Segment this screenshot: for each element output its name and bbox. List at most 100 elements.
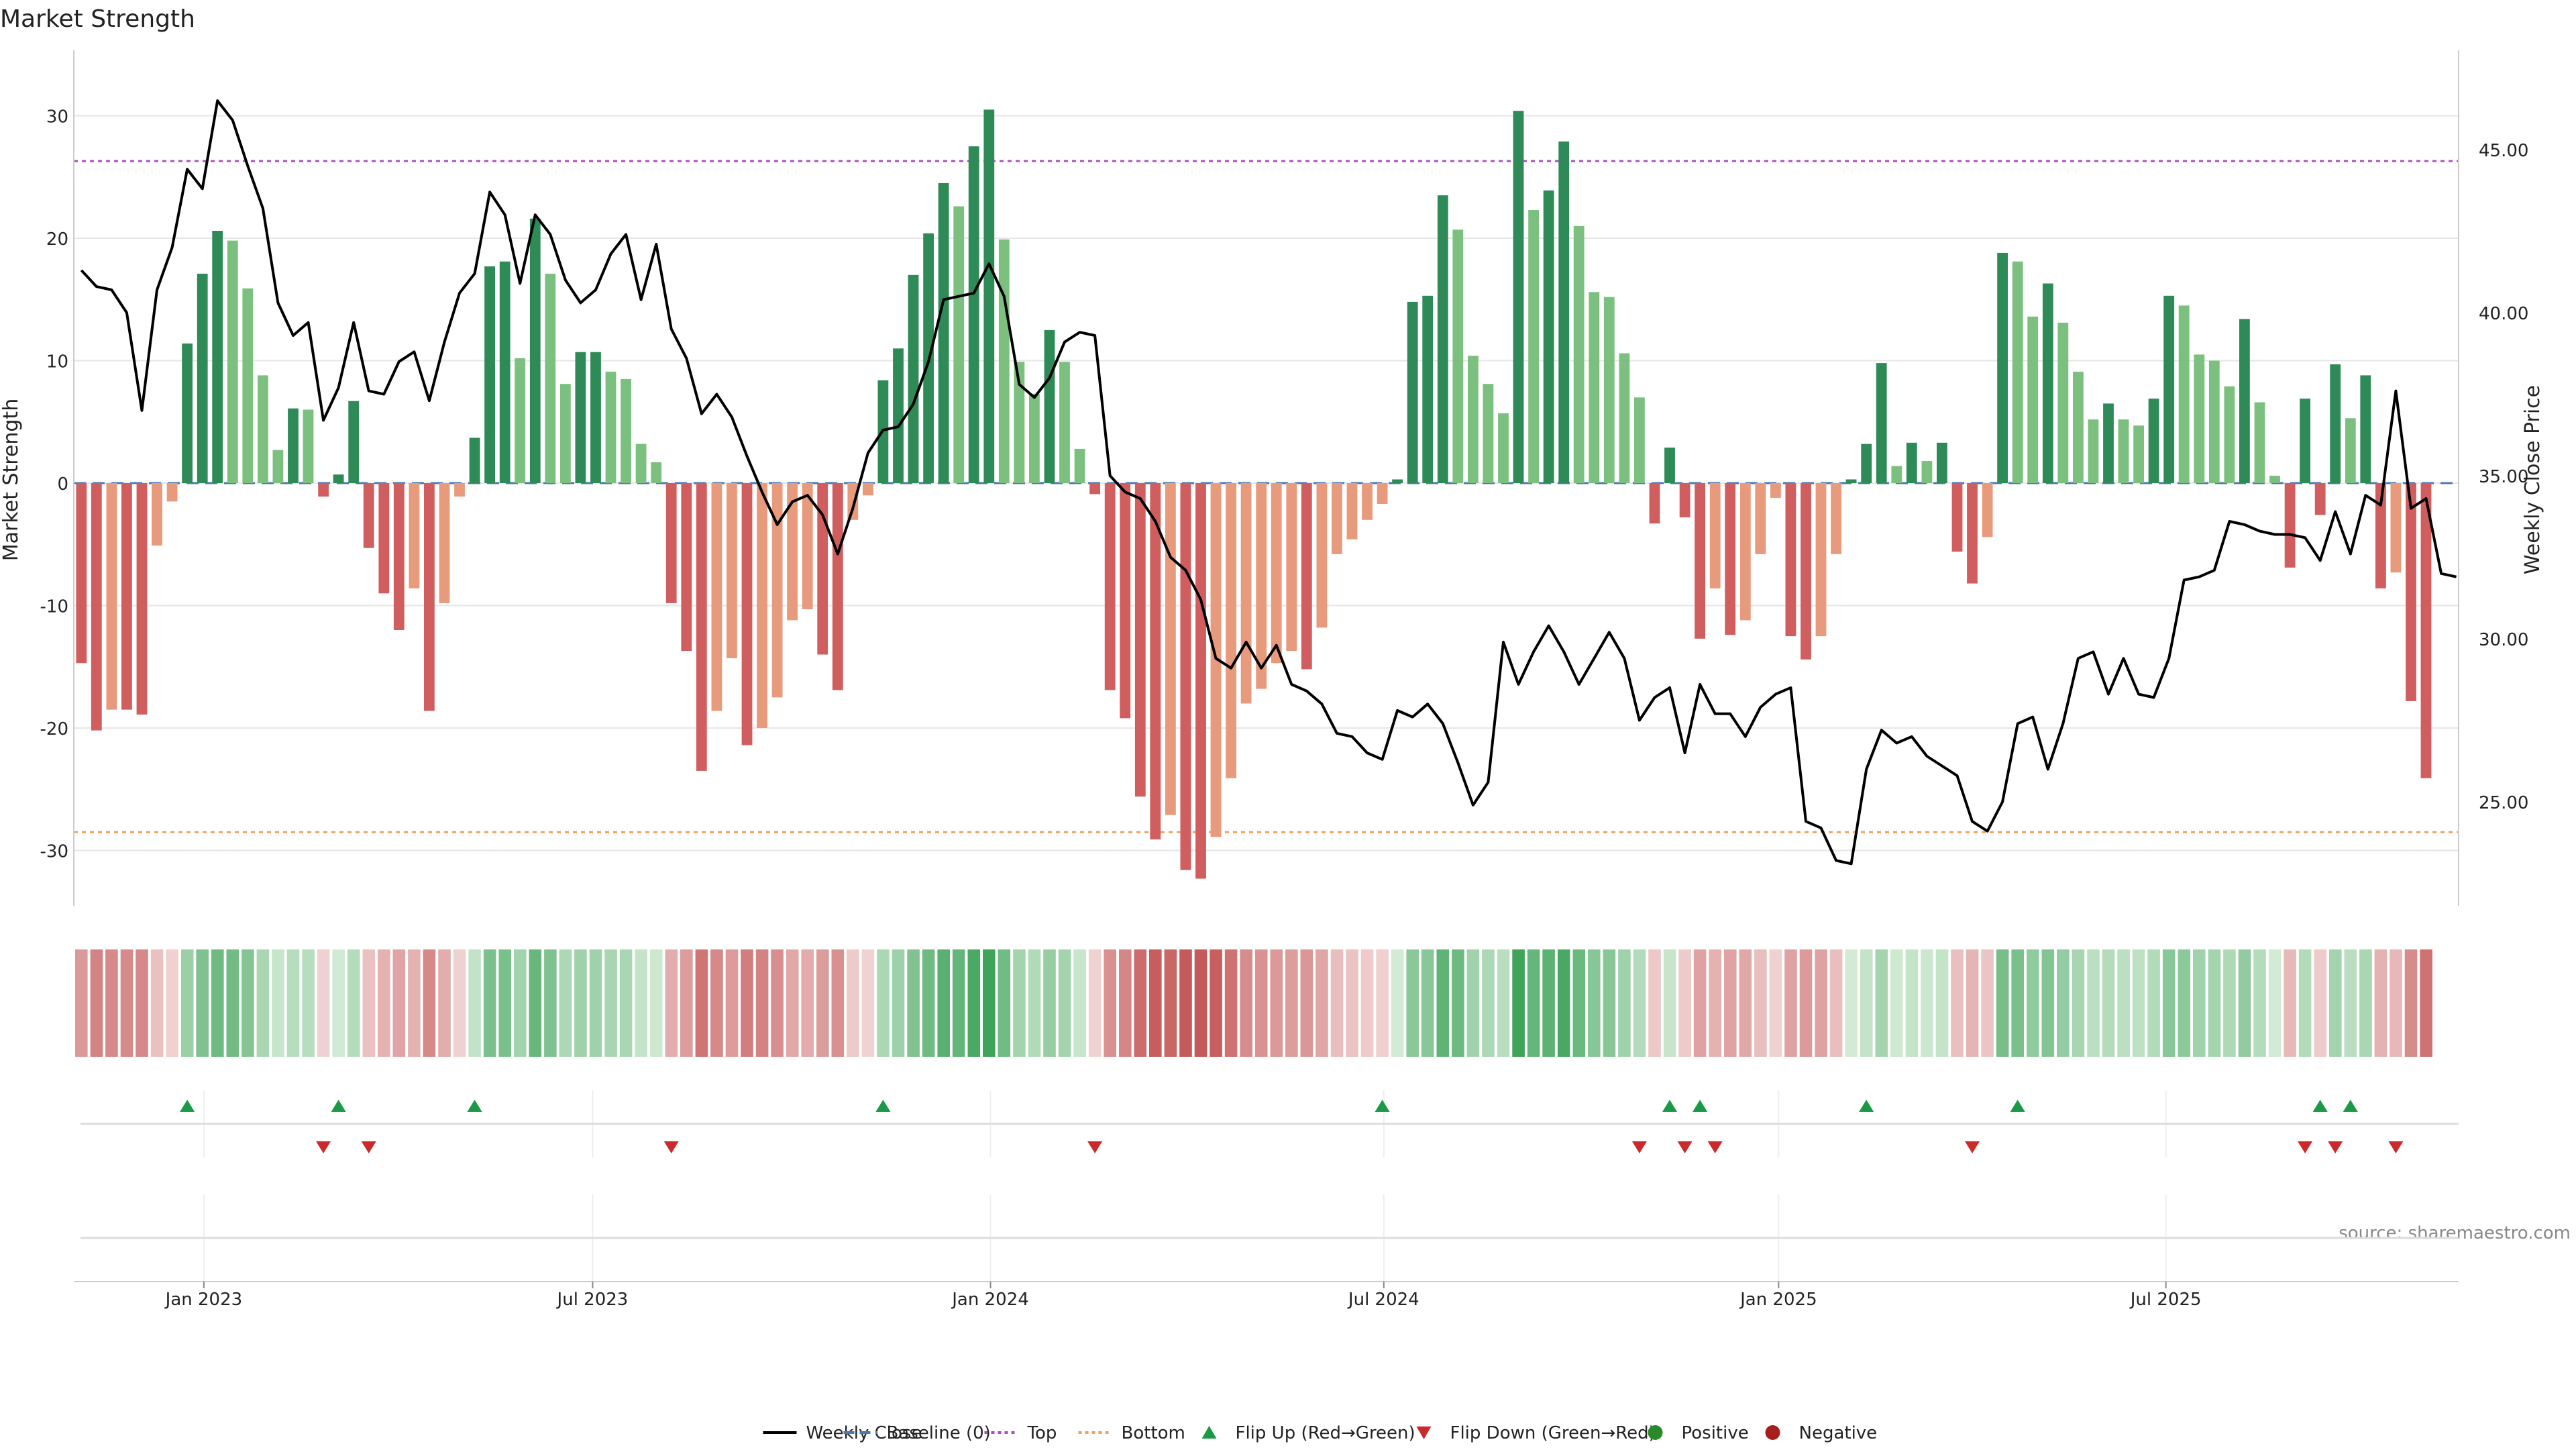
heat-cell xyxy=(1981,949,1994,1057)
strength-bar xyxy=(182,343,193,483)
heat-cell xyxy=(392,949,406,1057)
x-tick-label: Jul 2023 xyxy=(556,1290,629,1310)
strength-bar xyxy=(1195,483,1206,879)
heat-cell xyxy=(1709,949,1721,1057)
heat-cell xyxy=(453,949,466,1057)
strength-bar xyxy=(983,109,995,483)
heat-cell xyxy=(272,949,284,1057)
heat-cell xyxy=(2027,949,2039,1057)
flip-up-marker xyxy=(1693,1100,1708,1112)
heat-cell xyxy=(498,949,511,1057)
strength-bar xyxy=(893,348,904,484)
strength-bar xyxy=(1664,448,1675,483)
heat-cell xyxy=(1073,949,1086,1057)
strength-bar xyxy=(727,483,737,658)
strength-bar xyxy=(711,483,722,711)
strength-bar xyxy=(832,483,843,690)
strength-bar xyxy=(227,240,238,483)
strength-bar xyxy=(1815,483,1827,637)
strength-bar xyxy=(1468,356,1479,483)
heat-cell xyxy=(847,949,859,1057)
heat-cell xyxy=(559,949,572,1057)
strength-bar xyxy=(2254,402,2265,483)
strength-bar xyxy=(409,483,420,588)
flip-up-marker xyxy=(331,1100,346,1112)
axis-layer: 30 20 10 0 -10 -20 -30 45.00 40.00 35.00 30.00 25.0… xyxy=(40,50,2528,1310)
strength-bar xyxy=(1104,483,1116,690)
strength-bar xyxy=(2406,483,2416,701)
strength-bar xyxy=(1725,483,1736,635)
strength-bar xyxy=(197,273,208,483)
heat-cell xyxy=(1678,949,1691,1057)
heat-cell xyxy=(2238,949,2251,1057)
heat-cell xyxy=(529,949,542,1057)
flip-down-marker xyxy=(1677,1141,1693,1153)
flip-down-marker xyxy=(1631,1141,1647,1153)
heat-cell xyxy=(378,949,390,1057)
heat-cell xyxy=(2404,949,2418,1057)
x-tick-label: Jan 2023 xyxy=(164,1290,243,1310)
strength-bar xyxy=(2390,483,2402,573)
heat-cell xyxy=(166,949,178,1057)
flip-down-marker xyxy=(361,1141,376,1153)
strength-bar xyxy=(121,483,132,710)
flip-down-marker xyxy=(663,1141,679,1153)
strength-bar xyxy=(1861,444,1872,483)
heat-cell xyxy=(1482,949,1495,1057)
strength-bar xyxy=(2163,295,2175,483)
strength-bar xyxy=(651,462,662,483)
strength-bar xyxy=(363,483,374,548)
strength-bar xyxy=(1271,483,1282,664)
heat-cell xyxy=(317,949,330,1057)
strength-bar xyxy=(757,483,767,728)
strength-bar xyxy=(242,288,254,483)
strength-bar xyxy=(1316,483,1328,628)
legend-label: Flip Up (Red→Green) xyxy=(1236,1423,1415,1443)
flip-markers xyxy=(80,1100,2459,1239)
strength-bar xyxy=(2300,399,2310,483)
heat-cell xyxy=(755,949,769,1057)
heat-cell xyxy=(2193,949,2206,1057)
strength-bar xyxy=(2027,316,2039,483)
strength-bar xyxy=(1422,295,1434,483)
legend-label: Negative xyxy=(1799,1423,1878,1443)
y2-tick-label: 35.00 xyxy=(2479,467,2528,487)
strength-bar xyxy=(2103,403,2114,483)
heat-strip xyxy=(75,949,2432,1057)
heat-cell xyxy=(180,949,194,1057)
strength-bar xyxy=(348,401,360,483)
strength-bar xyxy=(771,483,783,698)
strength-bar xyxy=(575,352,586,483)
heat-cell xyxy=(816,949,829,1057)
strength-bar xyxy=(1695,483,1705,639)
strength-bar xyxy=(1997,252,2008,483)
strength-bar xyxy=(2224,386,2235,483)
strength-bar xyxy=(1709,483,1721,588)
heat-cell xyxy=(2102,949,2115,1057)
strength-bar xyxy=(2360,375,2371,483)
strength-bar xyxy=(802,483,813,609)
heat-cell xyxy=(741,949,753,1057)
y2-axis-label: Weekly Close Price xyxy=(2521,385,2544,574)
heat-cell xyxy=(1224,949,1238,1057)
strength-bars xyxy=(76,109,2432,879)
strength-bar xyxy=(1044,329,1055,483)
strength-bar xyxy=(635,444,647,483)
strength-bar xyxy=(1649,483,1660,524)
heat-cell xyxy=(1542,949,1555,1057)
strength-bar xyxy=(2133,425,2144,483)
strength-bar xyxy=(1407,301,1418,483)
heat-cell xyxy=(1149,949,1162,1057)
strength-bar xyxy=(91,483,102,731)
strength-bar xyxy=(106,483,117,710)
strength-bar xyxy=(1513,111,1524,483)
heat-cell xyxy=(2344,949,2357,1057)
heat-cell xyxy=(1119,949,1132,1057)
heat-cell xyxy=(998,949,1011,1057)
legend-item: Negative xyxy=(1765,1423,1878,1443)
heat-cell xyxy=(423,949,436,1057)
heat-cell xyxy=(1935,949,1949,1057)
strength-bar xyxy=(2375,483,2386,588)
